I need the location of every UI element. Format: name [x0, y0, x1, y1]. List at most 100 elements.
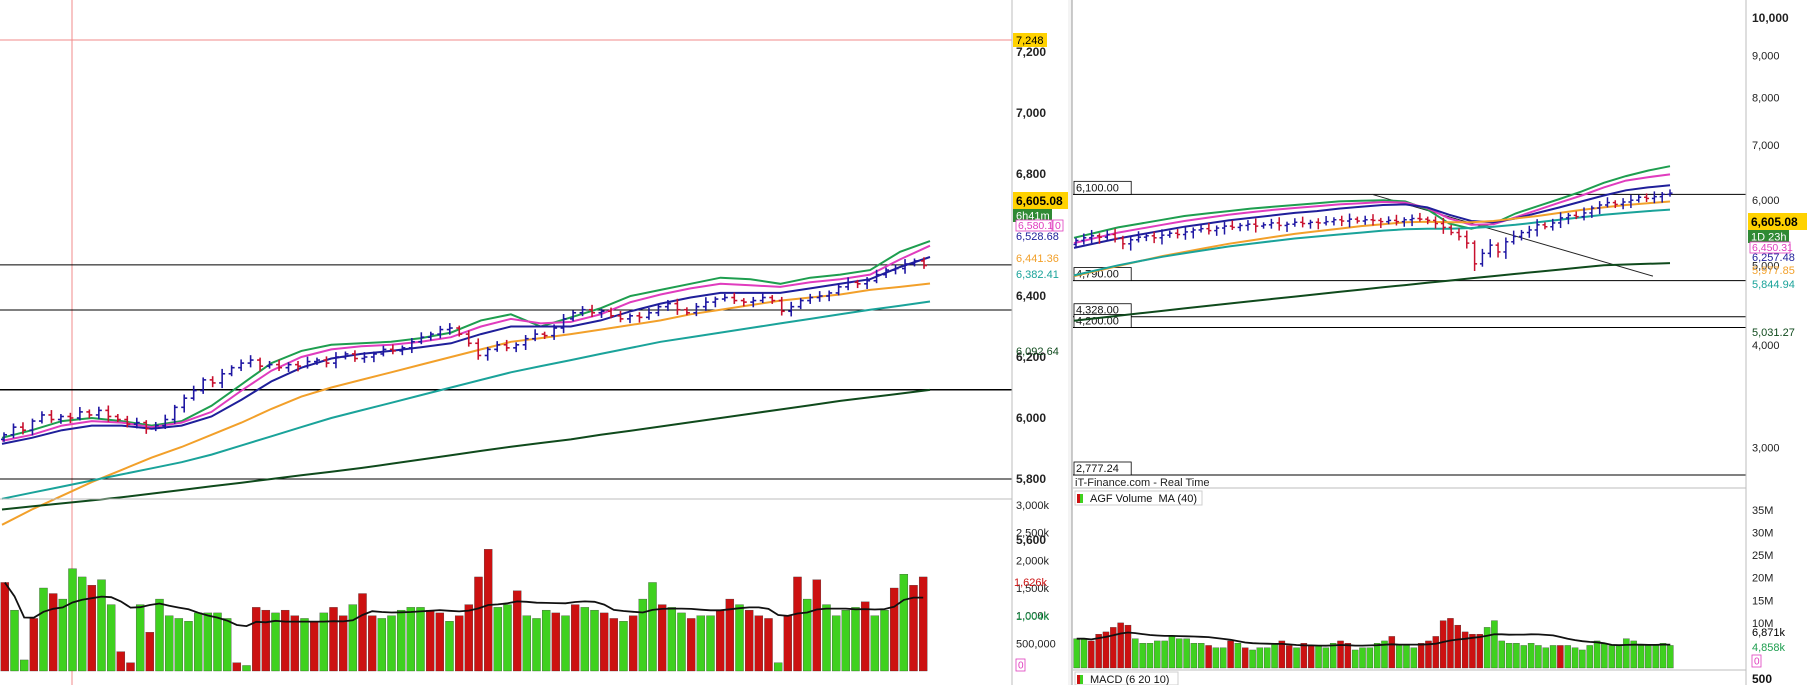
right-volume-bar — [1132, 638, 1139, 669]
volume-legend-label: AGF Volume MA (40) — [1090, 493, 1197, 505]
right-ohlc-bar — [1120, 235, 1126, 250]
left-ohlc-bar — [389, 344, 396, 355]
right-ohlc-bar — [1534, 219, 1540, 237]
right-ohlc-bar — [1573, 211, 1579, 220]
left-ohlc-bar — [171, 404, 178, 424]
right-ohlc-bar — [1393, 214, 1399, 226]
left-volume-bar — [551, 612, 561, 672]
right-ma-label-5: 5,031.27 — [1752, 327, 1795, 339]
left-volume-bar — [493, 607, 503, 672]
right-ohlc-bar — [1378, 217, 1384, 229]
left-ohlc-bar — [731, 292, 738, 304]
left-volume-bar — [174, 618, 184, 672]
right-ohlc-bar — [1362, 215, 1368, 225]
right-volume-pane: AGF Volume MA (40) — [1073, 490, 1674, 669]
right-ohlc-bar — [1112, 228, 1118, 243]
right-ohlc-bar — [1433, 216, 1439, 229]
left-volume-bar — [19, 659, 29, 672]
left-volume-bar — [831, 615, 841, 672]
volume-legend-swatch-down — [1077, 494, 1080, 503]
left-volume-bar — [271, 612, 280, 672]
right-volume-bar — [1454, 624, 1462, 669]
right-ohlc-bar — [1307, 219, 1313, 229]
left-ma2-line — [1, 244, 931, 442]
left-volume-bar — [715, 609, 725, 672]
trendline[interactable] — [1371, 193, 1654, 277]
right-volume-bar — [1417, 643, 1425, 669]
left-ma5-line — [1, 300, 931, 500]
left-volume-bar — [126, 662, 135, 672]
left-volume-bar — [503, 604, 512, 672]
right-ohlc-bar — [1128, 235, 1134, 251]
right-ma5-line — [1073, 208, 1671, 277]
ma-label-2: 0 — [1055, 220, 1061, 232]
right-price-tick-0: 10,000 — [1752, 11, 1789, 25]
left-volume-bar — [609, 618, 619, 672]
right-chart-panel: 6,100.004,790.004,328.004,200.002,777.24… — [1073, 0, 1807, 685]
left-price-axis[interactable]: 7,4007,2007,0006,8006,4006,2006,0005,800… — [1011, 0, 1072, 685]
right-ohlc-bar — [1136, 231, 1142, 243]
right-timer-tag — [1748, 230, 1789, 243]
right-ohlc-bar — [1464, 230, 1470, 249]
right-volume-ma-line — [1076, 631, 1671, 647]
volume-legend-box[interactable] — [1074, 490, 1203, 506]
left-ohlc-bar — [674, 298, 681, 315]
right-ohlc-bar — [1636, 194, 1642, 203]
right-volume-bar — [1322, 647, 1330, 669]
left-ohlc-bar — [257, 357, 264, 372]
left-ohlc-bar — [513, 342, 520, 353]
left-ohlc-bar — [190, 385, 197, 401]
left-ohlc-bar — [769, 295, 776, 304]
right-ma2-line — [1073, 173, 1671, 245]
left-ohlc-bar — [541, 331, 548, 340]
right-ohlc-bar — [1495, 242, 1501, 258]
panel-divider[interactable] — [1068, 0, 1072, 685]
right-volume-bar — [1630, 640, 1637, 669]
right-timer-label: 1D 23h — [1751, 232, 1786, 244]
right-price-axis[interactable]: 10,000 9,000 8,000 7,000 6,000 5,000 4,000 3,00… — [1745, 0, 1807, 685]
left-volume-bar — [232, 662, 242, 672]
right-volume-bar — [1439, 620, 1447, 669]
left-ohlc-bar — [399, 345, 406, 356]
right-volume-bar — [1139, 643, 1146, 669]
right-ohlc-bar — [1073, 237, 1079, 248]
right-volume-bar — [1227, 640, 1234, 669]
macd-legend-label: MACD (6 20 10) — [1090, 674, 1169, 685]
right-ohlc-bar — [1487, 239, 1493, 258]
right-ohlc-bar — [1214, 225, 1220, 236]
left-ohlc-bar — [238, 359, 245, 372]
right-volume-bar — [1220, 647, 1227, 669]
volume-label-3: 0 — [1018, 661, 1024, 672]
right-ma1-line — [1073, 165, 1671, 239]
right-volume-bar — [1535, 645, 1542, 669]
right-volume-bar — [1190, 643, 1198, 669]
left-volume-bar — [570, 604, 580, 672]
left-ohlc-bar — [475, 338, 482, 360]
left-ohlc-bar — [721, 293, 728, 302]
right-volume-bar — [1615, 645, 1623, 669]
left-ohlc-bar — [228, 365, 235, 377]
left-volume-bar — [657, 604, 667, 672]
left-volume-bar — [396, 609, 406, 672]
left-ohlc-bar — [152, 421, 159, 432]
left-ohlc-bar — [740, 298, 747, 307]
left-ohlc-bar — [826, 290, 833, 302]
left-chart-panel: 7,4007,2007,0006,8006,4006,2006,0005,800… — [0, 0, 1072, 685]
left-volume-bar — [725, 598, 735, 672]
macd-legend-box[interactable] — [1074, 671, 1179, 685]
left-ohlc-bar — [380, 345, 387, 357]
right-level-label-box-4 — [1073, 461, 1132, 476]
left-volume-bar — [116, 651, 126, 672]
volume-label-1: 1,626k — [1014, 577, 1048, 589]
right-volume-bar — [1403, 645, 1410, 669]
left-ohlc-bar — [532, 329, 539, 342]
right-ohlc-bar — [1245, 220, 1251, 231]
left-ohlc-bar — [266, 360, 273, 369]
left-ohlc-bar — [702, 297, 709, 311]
left-ohlc-bar — [285, 362, 292, 372]
right-volume-bar — [1513, 643, 1520, 669]
right-ohlc-bar — [1526, 225, 1532, 238]
right-volume-tick-2: 25M — [1752, 550, 1773, 562]
right-volume-bar — [1256, 647, 1264, 669]
left-volume-bar — [10, 609, 19, 672]
